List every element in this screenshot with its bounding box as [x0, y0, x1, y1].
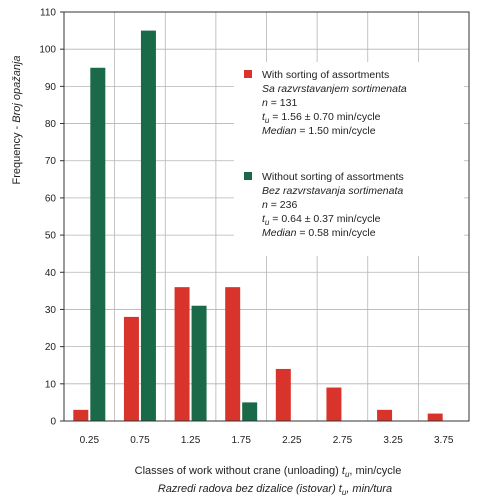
legend-subtitle-without-sorting: Bez razvrstavanja sortimenata	[262, 185, 403, 197]
legend-t-sub-1: u	[265, 116, 270, 125]
x-tick-label-3.75: 3.75	[434, 435, 454, 446]
y-tick-labels: 0 10 20 30 40 50 60 70 80 90 100 110	[39, 8, 64, 428]
y-tick-label-90: 90	[45, 82, 57, 93]
y-tick-label-100: 100	[39, 45, 56, 56]
legend-t-var-2: t	[262, 213, 266, 225]
bar-with-sorting-0.75	[123, 316, 139, 421]
legend-median-value-1: = 1.50 min/cycle	[296, 125, 375, 137]
bar-with-sorting-2.75	[326, 387, 342, 421]
legend-median-with-sorting: Median = 1.50 min/cycle	[262, 125, 376, 137]
x-axis-title-line1: Classes of work without crane (unloading…	[135, 465, 402, 479]
y-tick-label-0: 0	[50, 417, 56, 428]
legend-median-label-2: Median	[262, 227, 297, 239]
x-title1-pre: Classes of work without crane (unloading…	[135, 465, 342, 477]
legend-swatch-without-sorting	[244, 172, 252, 180]
x-title1-var: t	[342, 465, 346, 477]
x-title2-pre: Razredi radova bez dizalice (istovar)	[158, 483, 339, 495]
legend-n-label-2: n	[262, 199, 268, 211]
y-tick-label-40: 40	[45, 268, 57, 279]
plot-frame	[63, 11, 470, 422]
bar-without-sorting-0.75	[140, 30, 156, 421]
x-title1-sub: u	[345, 470, 350, 479]
x-title2-post: , min/tura	[346, 483, 392, 495]
y-tick-label-60: 60	[45, 193, 57, 204]
legend-entry-without-sorting: Without sorting of assortments Bez razvr…	[244, 171, 404, 239]
bar-without-sorting-1.75	[242, 402, 258, 421]
legend-n-value-2: = 236	[268, 199, 298, 211]
legend-t-without-sorting: tu = 0.64 ± 0.37 min/cycle	[262, 213, 381, 227]
bar-without-sorting-1.25	[191, 305, 207, 421]
legend-t-sub-2: u	[265, 218, 270, 227]
legend-n-with-sorting: n = 131	[262, 97, 297, 109]
y-tick-label-110: 110	[40, 8, 56, 19]
x-tick-label-2.75: 2.75	[333, 435, 353, 446]
legend-median-label-1: Median	[262, 125, 297, 137]
legend-t-value-1: = 1.56 ± 0.70 min/cycle	[269, 111, 380, 123]
y-axis-title-local: Broj opažanja	[11, 55, 23, 122]
legend-n-label-1: n	[262, 97, 268, 109]
y-tick-label-70: 70	[45, 156, 57, 167]
legend-title-without-sorting: Without sorting of assortments	[262, 171, 404, 183]
bar-with-sorting-1.25	[174, 287, 190, 421]
x-tick-label-0.25: 0.25	[80, 435, 100, 446]
x-title2-var: t	[339, 483, 343, 495]
y-tick-label-80: 80	[45, 119, 57, 130]
legend-swatch-with-sorting	[244, 70, 252, 78]
legend-median-value-2: = 0.58 min/cycle	[296, 227, 375, 239]
legend-subtitle-with-sorting: Sa razvrstavanjem sortimenata	[262, 83, 407, 95]
legend-title-with-sorting: With sorting of assortments	[262, 69, 389, 81]
bar-with-sorting-0.25	[73, 409, 89, 421]
legend-entry-with-sorting: With sorting of assortments Sa razvrstav…	[244, 69, 407, 137]
legend-n-value-1: = 131	[268, 97, 298, 109]
bar-with-sorting-2.25	[275, 368, 291, 421]
y-axis-title-sep: -	[11, 123, 23, 133]
legend-t-with-sorting: tu = 1.56 ± 0.70 min/cycle	[262, 111, 381, 125]
y-axis-title-en: Frequency	[11, 132, 23, 184]
y-tick-label-30: 30	[45, 305, 57, 316]
x-tick-label-3.25: 3.25	[383, 435, 403, 446]
x-tick-label-0.75: 0.75	[130, 435, 150, 446]
legend-t-var-1: t	[262, 111, 266, 123]
bar-with-sorting-3.25	[377, 409, 393, 421]
x-tick-label-1.75: 1.75	[231, 435, 251, 446]
x-tick-labels: 0.25 0.75 1.25 1.75 2.25 2.75 3.25 3.75	[80, 435, 454, 446]
y-tick-label-20: 20	[45, 342, 57, 353]
bar-with-sorting-1.75	[225, 287, 241, 421]
legend-median-without-sorting: Median = 0.58 min/cycle	[262, 227, 376, 239]
legend-t-value-2: = 0.64 ± 0.37 min/cycle	[269, 213, 380, 225]
x-axis-title-line2: Razredi radova bez dizalice (istovar) tu…	[158, 483, 392, 497]
y-tick-label-50: 50	[45, 231, 57, 242]
x-title2-sub: u	[342, 488, 347, 497]
y-axis-title: Frequency - Broj opažanja	[11, 55, 23, 184]
bar-without-sorting-0.25	[90, 67, 106, 421]
x-tick-label-1.25: 1.25	[181, 435, 201, 446]
legend-n-without-sorting: n = 236	[262, 199, 297, 211]
legend-background	[234, 62, 464, 256]
bar-with-sorting-3.75	[427, 413, 443, 421]
x-tick-label-2.25: 2.25	[282, 435, 302, 446]
bars	[73, 30, 443, 421]
x-title1-post: , min/cycle	[349, 465, 401, 477]
y-tick-label-10: 10	[45, 379, 57, 390]
